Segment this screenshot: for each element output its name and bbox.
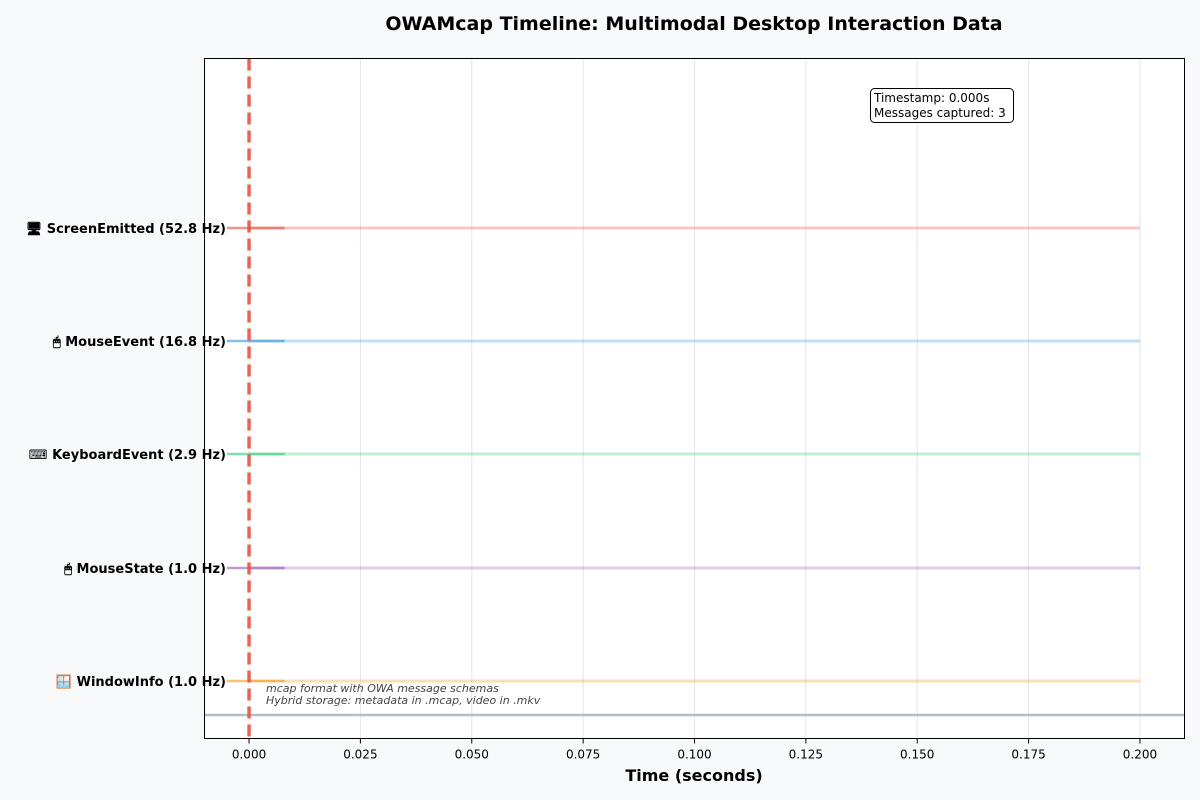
x-tick-label: 0.000 [232,748,266,762]
footnote-format: mcap format with OWA message schemas [266,682,499,695]
series-label: 🖱 MouseState (1.0 Hz) [64,561,226,577]
x-tick-label: 0.100 [677,748,711,762]
x-axis-label: Time (seconds) [625,766,762,785]
chart-title: OWAMcap Timeline: Multimodal Desktop Int… [385,13,1002,35]
x-tick-label: 0.175 [1011,748,1045,762]
x-axis-ticks: 0.000 0.025 0.050 0.075 0.100 0.125 0.150 0.175… [232,738,1157,762]
series-label: ⌨ KeyboardEvent (2.9 Hz) [29,448,226,463]
x-tick-label: 0.200 [1123,748,1157,762]
x-tick-label: 0.050 [455,748,489,762]
series-label: 🖱 MouseEvent (16.8 Hz) [53,334,226,350]
series-label: 🖥 ScreenEmitted (52.8 Hz) [26,221,226,237]
x-tick-label: 0.150 [900,748,934,762]
footnote-storage: Hybrid storage: metadata in .mcap, video… [266,694,541,707]
x-tick-label: 0.125 [789,748,823,762]
info-messages: Messages captured: 3 [874,106,1006,120]
info-box-frame [870,88,1014,123]
series-label: 🪟 WindowInfo (1.0 Hz) [56,674,226,690]
info-timestamp: Timestamp: 0.000s [873,91,989,105]
x-tick-label: 0.025 [343,748,377,762]
y-axis-labels: 🖥 ScreenEmitted (52.8 Hz) 🖱 MouseEvent (1… [26,221,226,690]
info-box: Timestamp: 0.000s Messages captured: 3 [870,88,1014,123]
series-lines [226,226,1140,683]
x-tick-label: 0.075 [566,748,600,762]
